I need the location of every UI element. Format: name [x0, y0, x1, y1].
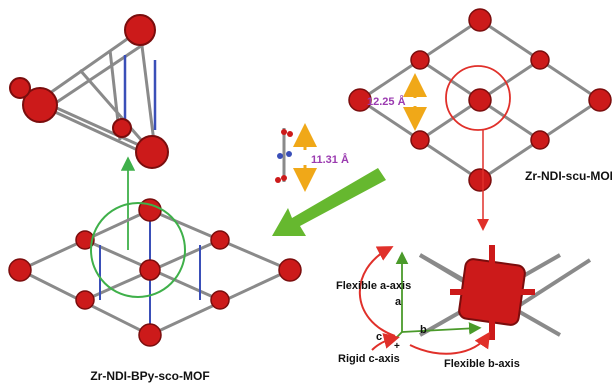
scu-framework — [348, 8, 612, 192]
green-highlight-circle — [90, 202, 186, 298]
red-highlight-circle — [445, 65, 511, 131]
zr-cluster — [468, 88, 492, 112]
zr-cluster — [530, 50, 550, 70]
flex-a-curved-arrow — [358, 246, 396, 337]
scu-clusters — [348, 8, 612, 192]
detail-zr-cluster — [450, 245, 535, 340]
axis-a-label: a — [395, 296, 402, 308]
zr-cluster — [210, 290, 230, 310]
zr-cluster — [410, 130, 430, 150]
cage-clusters — [9, 14, 169, 169]
axis-b-label: b — [420, 324, 427, 336]
flex-b-label: Flexible b-axis — [444, 358, 520, 370]
axis-c-label: c — [376, 331, 382, 343]
linker-distance-label: 11.31 Å — [311, 153, 349, 166]
zr-cluster — [139, 259, 161, 281]
sco-cage-3d — [9, 14, 169, 169]
zr-cluster — [22, 87, 58, 123]
zr-cluster — [410, 50, 430, 70]
zr-cluster — [348, 88, 372, 112]
cage-linkers — [39, 28, 157, 160]
zr-cluster — [278, 258, 302, 282]
sco-mof-label: Zr-NDI-BPy-sco-MOF — [90, 369, 209, 383]
sco-clusters — [8, 198, 302, 347]
zr-cluster — [75, 230, 95, 250]
zr-cluster — [138, 323, 162, 347]
scu-mof-label: Zr-NDI-scu-MOF — [525, 169, 612, 183]
cluster-detail — [418, 245, 592, 340]
sco-framework — [8, 198, 302, 347]
zr-cluster — [468, 8, 492, 32]
rigid-c-label: Rigid c-axis — [338, 353, 400, 365]
zr-cluster — [75, 290, 95, 310]
transformation-arrow — [272, 168, 386, 236]
zr-cluster — [124, 14, 156, 46]
zr-cluster — [530, 130, 550, 150]
zr-cluster — [135, 135, 169, 169]
rigid-c-curved-arrow — [371, 333, 400, 351]
zr-cluster — [468, 168, 492, 192]
rigid-c-plus: + — [394, 341, 400, 352]
flex-a-label: Flexible a-axis — [336, 280, 411, 292]
ndi-bpy-linker — [275, 128, 293, 183]
cage-pyridine-linkers — [123, 55, 157, 130]
zr-cluster — [9, 77, 31, 99]
flex-b-curved-arrow — [409, 331, 491, 355]
zr-cluster — [210, 230, 230, 250]
scu-distance-label: 12.25 Å — [367, 95, 406, 108]
zr-cluster — [588, 88, 612, 112]
zr-cluster — [8, 258, 32, 282]
zr-cluster — [112, 118, 132, 138]
